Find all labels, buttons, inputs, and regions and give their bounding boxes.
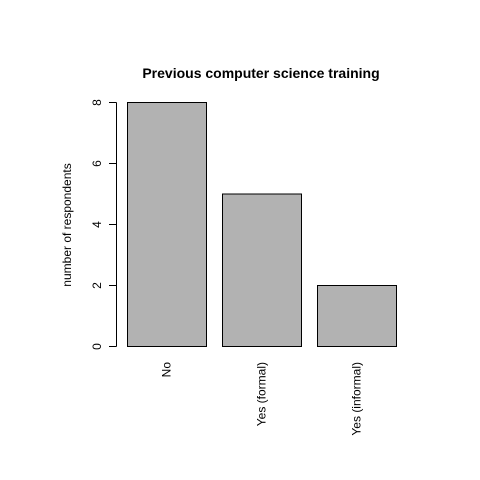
x-category-label: Yes (formal) bbox=[255, 362, 269, 426]
chart-title: Previous computer science training bbox=[142, 65, 379, 81]
bars-layer bbox=[127, 102, 397, 347]
y-tick-label: 4 bbox=[90, 221, 104, 228]
y-tick-label: 0 bbox=[90, 343, 104, 350]
y-axis-label: number of respondents bbox=[60, 163, 74, 286]
x-axis-labels: No Yes (formal) Yes (informal) bbox=[160, 362, 364, 436]
x-category-label: No bbox=[160, 362, 174, 378]
y-axis: 0 2 4 6 8 bbox=[90, 99, 117, 350]
bar-yes-formal bbox=[222, 193, 302, 347]
y-tick-label: 2 bbox=[90, 282, 104, 289]
bar-yes-informal bbox=[317, 285, 397, 347]
y-tick-label: 8 bbox=[90, 99, 104, 106]
bar-no bbox=[127, 102, 207, 347]
y-tick-label: 6 bbox=[90, 160, 104, 167]
x-category-label: Yes (informal) bbox=[350, 362, 364, 436]
